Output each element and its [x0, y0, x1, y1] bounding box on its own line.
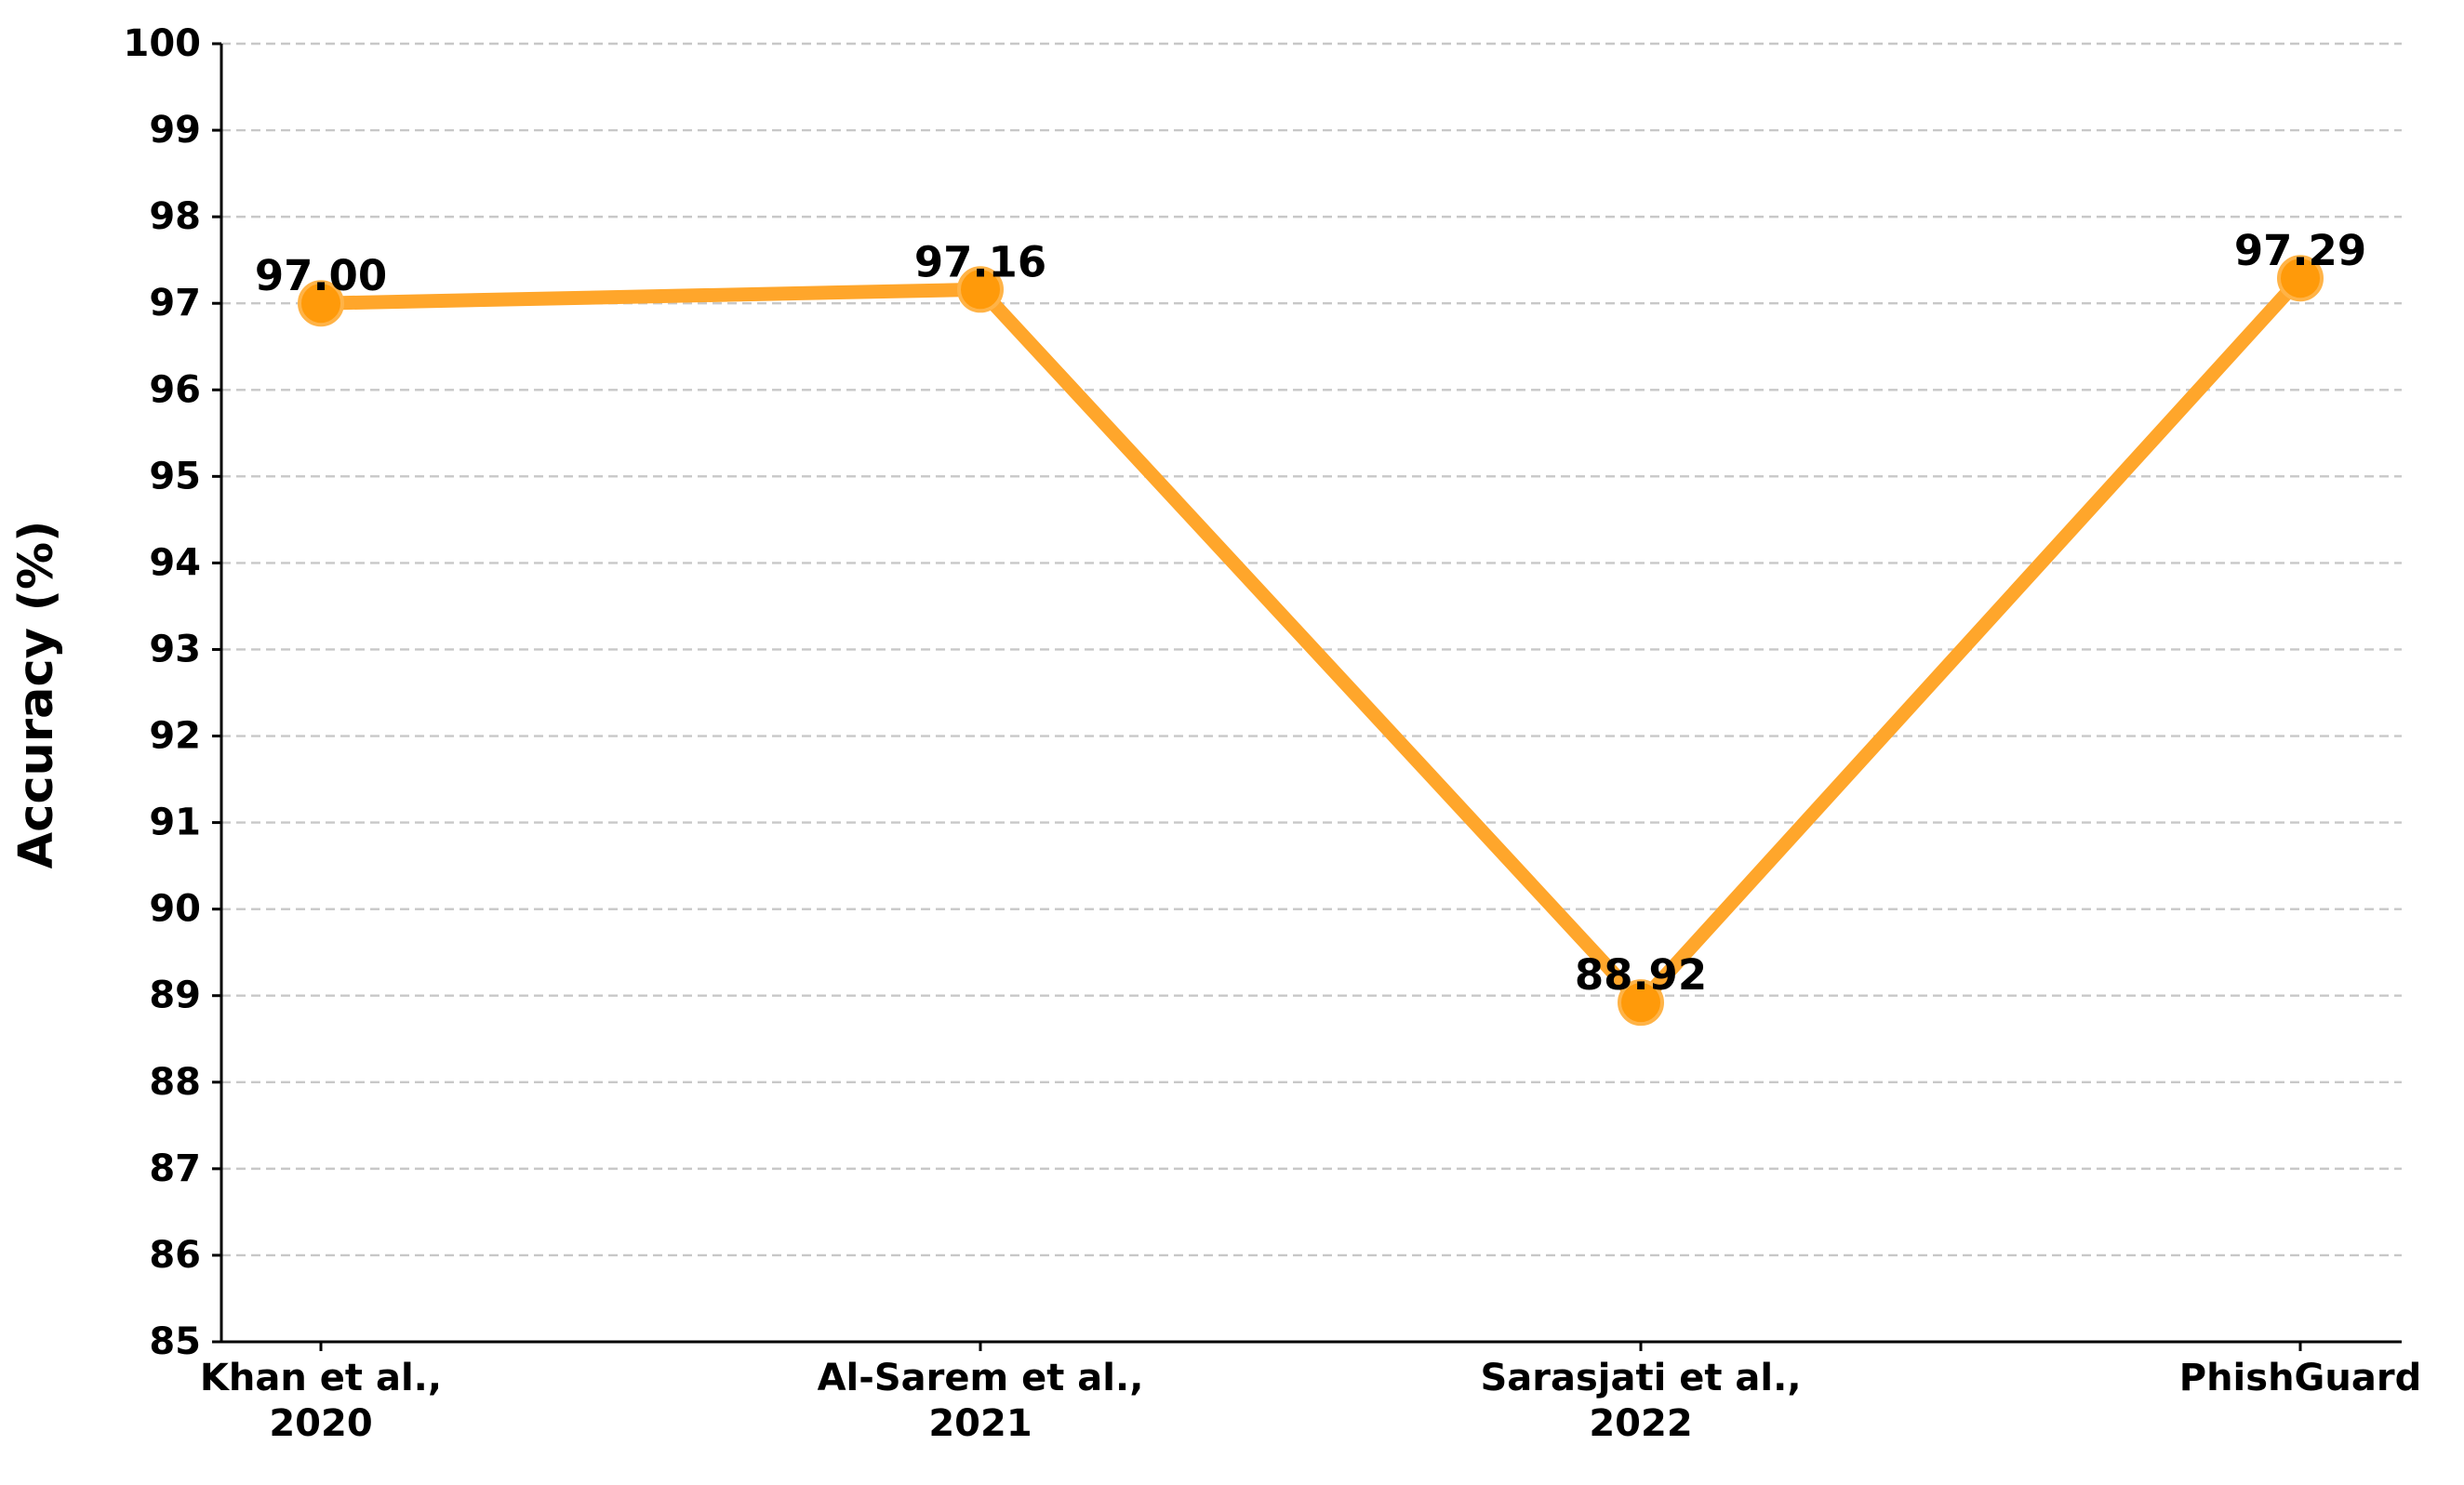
data-point-1 [957, 266, 1004, 313]
y-tick-label-92: 92 [149, 715, 201, 758]
y-tick-label-86: 86 [149, 1234, 201, 1277]
series-line [313, 271, 2308, 1010]
y-tick-label-100: 100 [124, 22, 202, 65]
y-axis-ticks: 85 86 87 88 89 90 91 92 93 94 95 96 97 98 99 100 [124, 22, 221, 1363]
data-point-2 [1618, 979, 1664, 1027]
x-tick-label-1: Al-Sarem et al., 2021 [818, 1357, 1144, 1445]
data-label-2: 88.92 [1575, 950, 1707, 1000]
x-tick-label-0: Khan et al., 2020 [200, 1357, 442, 1445]
y-axis-title: Accuracy (%) [9, 521, 64, 869]
x-tick-label-3: PhishGuard [2179, 1357, 2421, 1399]
y-tick-label-85: 85 [149, 1320, 201, 1363]
series-accuracy [298, 255, 2324, 1027]
data-labels: 97.00 97.16 88.92 97.29 [255, 226, 2366, 1000]
data-label-3: 97.29 [2234, 226, 2366, 275]
y-tick-label-90: 90 [149, 888, 201, 931]
y-tick-label-93: 93 [149, 628, 201, 670]
x-tick-label-2: Sarasjati et al., 2022 [1480, 1357, 1801, 1445]
data-point-0 [298, 280, 344, 327]
axes [220, 44, 2402, 1344]
y-tick-label-91: 91 [149, 802, 201, 844]
y-tick-label-96: 96 [149, 368, 201, 411]
data-label-1: 97.16 [914, 237, 1046, 286]
y-tick-label-88: 88 [149, 1061, 201, 1104]
y-tick-label-87: 87 [149, 1147, 201, 1190]
y-tick-label-98: 98 [149, 195, 201, 238]
data-point-3 [2277, 255, 2324, 302]
y-tick-label-89: 89 [149, 975, 201, 1017]
y-tick-label-95: 95 [149, 455, 201, 497]
x-axis-ticks: Khan et al., 2020 Al-Sarem et al., 2021 Sara… [200, 1342, 2421, 1445]
y-tick-label-97: 97 [149, 282, 201, 325]
y-tick-label-94: 94 [149, 541, 201, 584]
data-label-0: 97.00 [255, 251, 387, 300]
y-tick-label-99: 99 [149, 109, 201, 152]
